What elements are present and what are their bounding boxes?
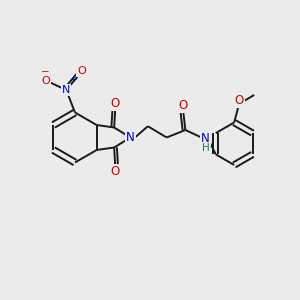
Text: H: H <box>202 143 209 153</box>
Text: O: O <box>235 94 244 107</box>
Text: −: − <box>41 67 50 77</box>
Text: O: O <box>178 99 188 112</box>
Text: O: O <box>77 66 85 76</box>
Text: N: N <box>126 131 135 144</box>
Text: N: N <box>62 85 70 95</box>
Text: +: + <box>69 76 77 85</box>
Text: N: N <box>201 132 210 145</box>
Text: O: O <box>41 76 50 86</box>
Text: O: O <box>111 165 120 178</box>
Text: O: O <box>111 97 120 110</box>
